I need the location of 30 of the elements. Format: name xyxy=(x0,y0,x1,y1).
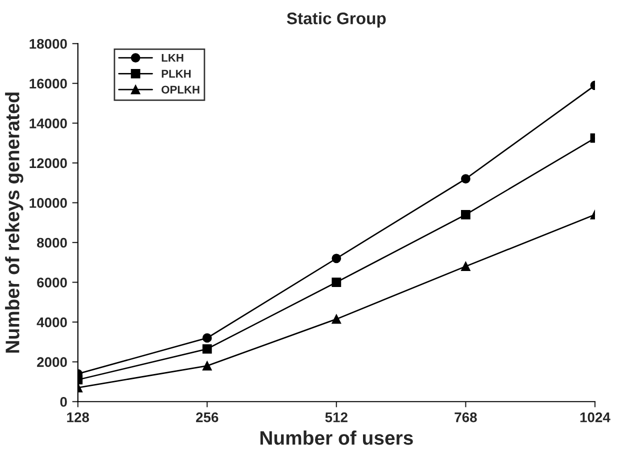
x-tick-label: 768 xyxy=(454,412,477,422)
y-tick-label: 12000 xyxy=(30,158,67,168)
y-tick-label: 8000 xyxy=(37,238,67,248)
x-axis-title: Number of users xyxy=(260,430,413,445)
x-tick-label: 1024 xyxy=(580,412,610,422)
y-tick-label: 10000 xyxy=(30,198,67,208)
y-tick-label: 0 xyxy=(60,396,67,407)
point xyxy=(461,262,470,272)
y-tick-label: 4000 xyxy=(36,317,67,328)
y-tick-label: 16000 xyxy=(30,78,67,89)
y-tick-label: 2000 xyxy=(37,357,67,368)
point xyxy=(461,210,470,220)
point xyxy=(332,254,342,264)
chart-title: Static Group xyxy=(286,12,386,28)
point xyxy=(202,361,212,371)
point xyxy=(461,174,470,184)
x-tick-label: 256 xyxy=(196,412,218,422)
point xyxy=(202,344,212,354)
point xyxy=(202,333,212,343)
legend-label: LKH xyxy=(162,54,184,62)
y-tick-label: 18000 xyxy=(30,38,67,49)
y-tick-label: 14000 xyxy=(30,118,67,128)
point xyxy=(332,314,342,324)
x-tick-label: 128 xyxy=(67,412,90,422)
legend-label: OPLKH xyxy=(162,86,200,94)
y-axis-title: Number of rekeys generated xyxy=(5,92,24,353)
y-tick-label: 6000 xyxy=(37,278,67,288)
legend-label: PLKH xyxy=(162,70,191,78)
point xyxy=(332,278,342,287)
x-tick-label: 512 xyxy=(325,412,348,422)
